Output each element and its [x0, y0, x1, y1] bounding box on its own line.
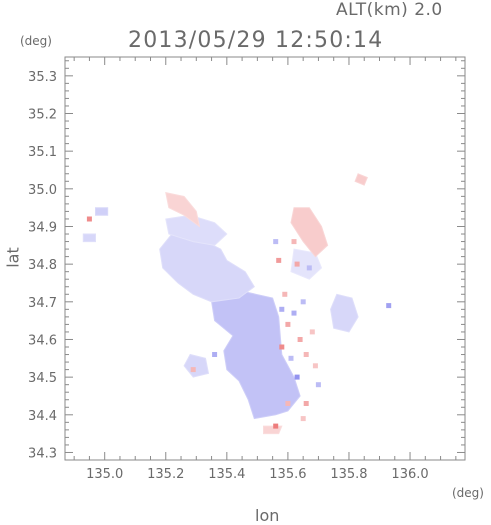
y-tick-label: 35.2	[28, 107, 57, 122]
y-tick-label: 34.9	[28, 220, 57, 235]
echo-speckle-5	[303, 352, 309, 357]
echo-speckle-7	[285, 401, 291, 406]
echo-speckle-6	[294, 374, 300, 380]
x-tick-label: 135.0	[86, 467, 123, 482]
echo-speckle-15	[306, 265, 312, 271]
y-tick-label: 34.4	[28, 409, 57, 424]
echo-speckle-4	[288, 355, 294, 361]
y-tick-label: 35.1	[28, 145, 57, 160]
echo-region-9	[290, 207, 329, 258]
echo-region-10	[354, 173, 368, 186]
echo-speckle-13	[276, 257, 282, 263]
echo-speckle-9	[315, 382, 321, 388]
y-tick-label: 35.3	[28, 70, 57, 85]
axis-ticks: 135.0 135.2 135.4 135.6 135.8 136.0 34.3 34.4 34…	[28, 57, 465, 482]
altitude-label: ALT(km) 2.0	[336, 0, 443, 20]
y-tick-label: 34.8	[28, 258, 57, 273]
echo-speckle-10	[312, 363, 318, 369]
echo-speckle-19	[273, 239, 279, 245]
echo-speckle-20	[291, 239, 297, 245]
y-tick-label: 35.0	[28, 183, 57, 198]
echo-speckle-12	[300, 416, 306, 422]
x-tick-label: 136.0	[391, 467, 428, 482]
echo-speckle-1	[291, 310, 297, 316]
plot-timestamp: 2013/05/29 12:50:14	[128, 28, 384, 53]
echo-speckle-25	[279, 306, 285, 312]
plot-area	[82, 173, 392, 435]
echo-region-8	[165, 191, 201, 228]
y-tick-label: 34.3	[28, 446, 57, 461]
echo-speckle-14	[294, 261, 300, 267]
echo-region-4	[330, 293, 359, 333]
x-axis-label: lon	[255, 506, 280, 525]
x-tick-label: 135.4	[208, 467, 245, 482]
echo-speckle-0	[285, 321, 291, 327]
x-tick-label: 135.2	[147, 467, 184, 482]
echo-speckle-16	[282, 291, 288, 297]
echo-region-6	[82, 233, 96, 243]
y-tick-label: 34.5	[28, 371, 57, 386]
y-tick-label: 34.6	[28, 333, 57, 348]
echo-region-7	[95, 207, 109, 216]
x-tick-label: 135.6	[269, 467, 306, 482]
echo-speckle-24	[309, 329, 315, 335]
echo-speckle-11	[273, 423, 279, 429]
echo-region-11	[263, 425, 283, 435]
echo-speckle-3	[279, 344, 285, 350]
echo-speckle-22	[190, 367, 196, 373]
x-axis-unit: (deg)	[452, 486, 484, 500]
echo-speckle-18	[86, 216, 92, 222]
echo-speckle-2	[297, 337, 303, 342]
echo-speckle-8	[303, 401, 309, 406]
x-tick-label: 135.8	[330, 467, 367, 482]
echo-speckle-17	[300, 299, 306, 305]
y-axis-unit: (deg)	[20, 34, 52, 48]
echo-region-3	[183, 353, 210, 378]
plot-frame	[64, 56, 466, 461]
echo-region-0	[211, 290, 301, 420]
echo-speckle-21	[386, 303, 392, 309]
y-tick-label: 34.7	[28, 296, 57, 311]
echo-speckle-23	[212, 352, 218, 357]
